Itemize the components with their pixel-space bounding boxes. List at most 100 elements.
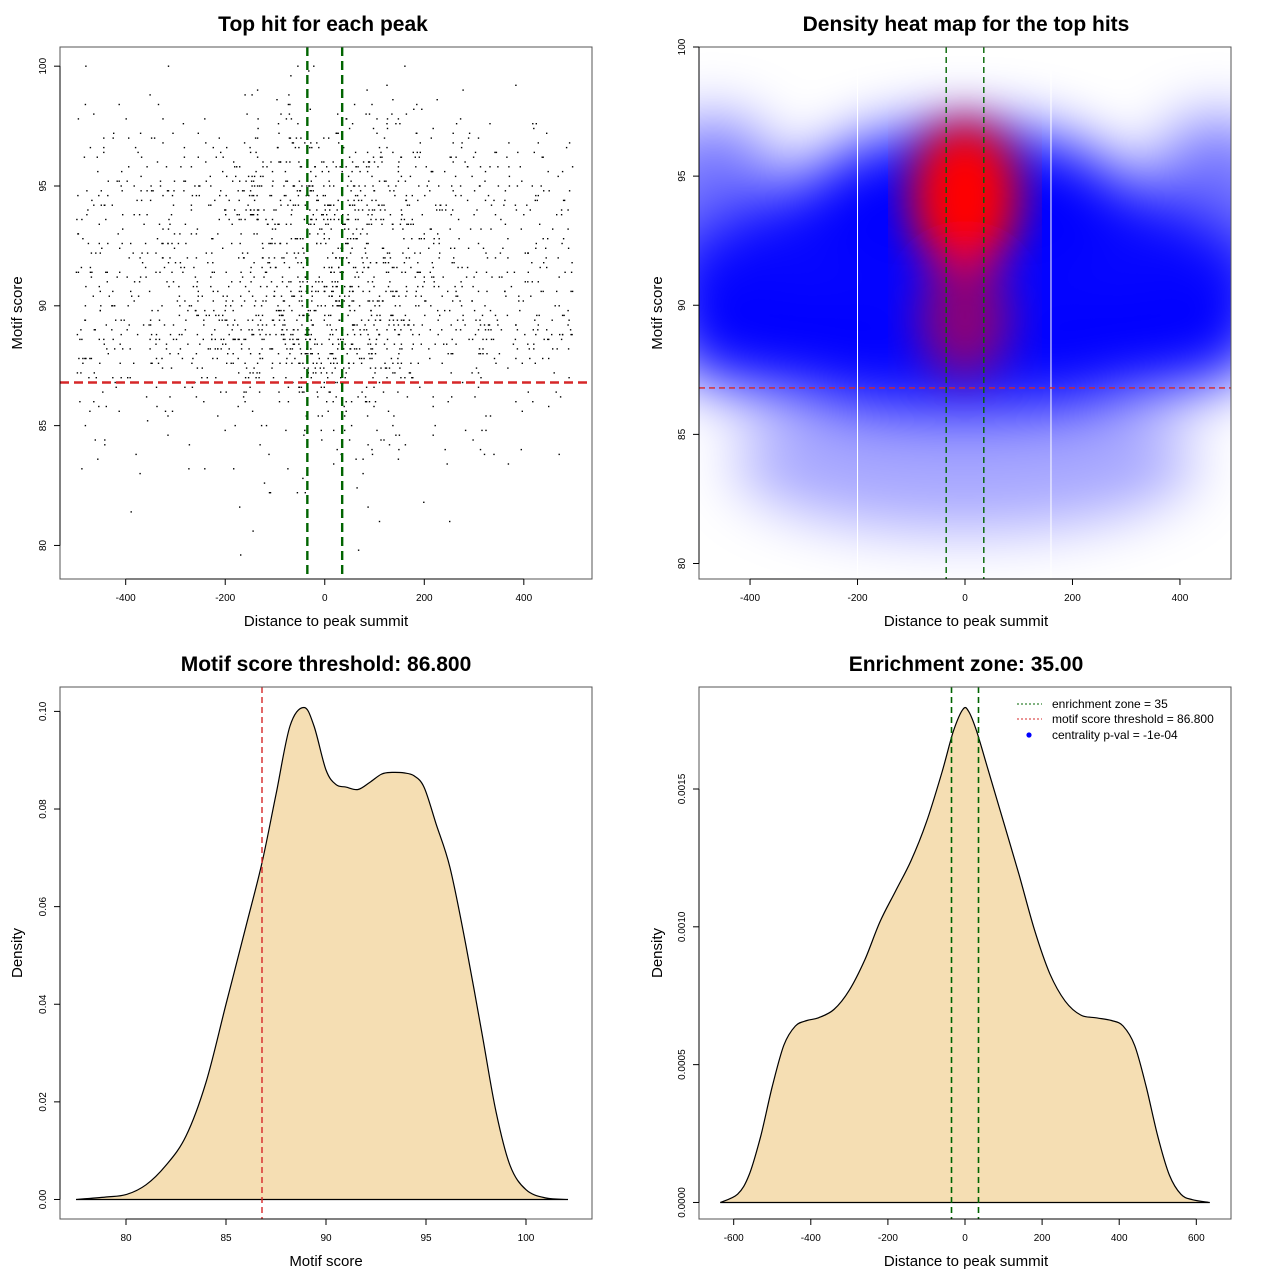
data-point [508,166,510,168]
data-point [201,367,203,369]
data-point [416,103,418,106]
data-point [270,194,273,197]
data-point [171,242,173,245]
data-point [323,386,325,388]
data-point [179,262,182,264]
y-tick-label: 0.0000 [677,1187,688,1218]
data-point [361,257,363,259]
data-point [494,151,496,154]
data-point [419,151,421,154]
data-point [327,357,329,360]
data-point [395,123,397,125]
data-point [411,238,413,240]
data-point [315,309,317,312]
data-point [255,151,257,154]
data-point [222,247,224,249]
data-point [400,209,403,211]
legend-label-pval: centrality p-val = -1e-04 [1052,728,1178,742]
data-point [419,142,421,144]
data-point [351,285,353,288]
data-point [560,338,563,341]
data-point [140,199,143,202]
data-point [327,257,329,259]
data-point [420,295,422,297]
data-point [183,266,186,269]
data-point [190,209,193,211]
data-point [273,324,276,326]
data-point [338,319,340,321]
data-point [461,285,463,288]
data-point [84,357,86,360]
data-point [406,223,408,225]
data-point [321,439,323,441]
data-point [504,223,507,225]
data-point [556,290,558,293]
data-point [333,362,335,364]
data-point [352,238,355,240]
data-point [464,161,466,163]
data-point [304,333,306,336]
data-point [374,319,377,321]
data-point [279,161,282,163]
data-point [332,161,334,163]
data-point [167,415,169,417]
data-point [327,410,329,412]
data-point [384,262,387,264]
data-point [146,214,148,216]
data-point [275,266,277,269]
data-point [457,218,460,221]
data-point [390,314,392,317]
data-point [446,463,448,465]
data-point [485,338,488,341]
data-point [534,199,536,202]
data-point [455,290,457,293]
x-tick-label: -200 [848,593,868,604]
data-point [357,166,359,168]
data-point [392,362,394,364]
data-point [398,448,400,451]
data-point [376,329,378,331]
data-point [214,338,216,341]
data-point [243,338,245,341]
data-point [376,300,379,302]
data-point [310,223,312,225]
data-point [321,281,323,283]
data-point [493,357,496,360]
data-point [76,372,79,374]
data-point [239,242,241,245]
data-point [524,333,526,336]
data-point [163,324,166,326]
data-point [567,324,569,326]
data-point [398,434,401,436]
data-point [199,343,201,345]
data-point [283,300,286,302]
data-point [567,228,569,230]
data-point [504,190,507,192]
data-point [333,357,335,360]
data-point [344,377,346,379]
data-point [487,194,490,197]
data-point [272,377,275,379]
data-point [203,319,205,321]
data-point [285,180,287,182]
data-point [126,329,128,331]
data-point [381,156,383,158]
data-point [484,305,486,307]
data-point [482,353,484,355]
data-point [247,377,250,379]
data-point [201,295,203,297]
data-point [305,353,307,355]
data-point [260,305,263,307]
data-point [564,271,566,273]
data-point [313,223,315,225]
data-point [535,333,537,336]
data-point [543,262,545,264]
data-point [321,161,323,163]
data-point [157,362,160,364]
data-point [364,194,366,197]
data-point [315,372,317,374]
data-point [218,319,220,321]
data-point [369,262,372,264]
data-point [130,242,132,245]
data-point [330,271,332,273]
